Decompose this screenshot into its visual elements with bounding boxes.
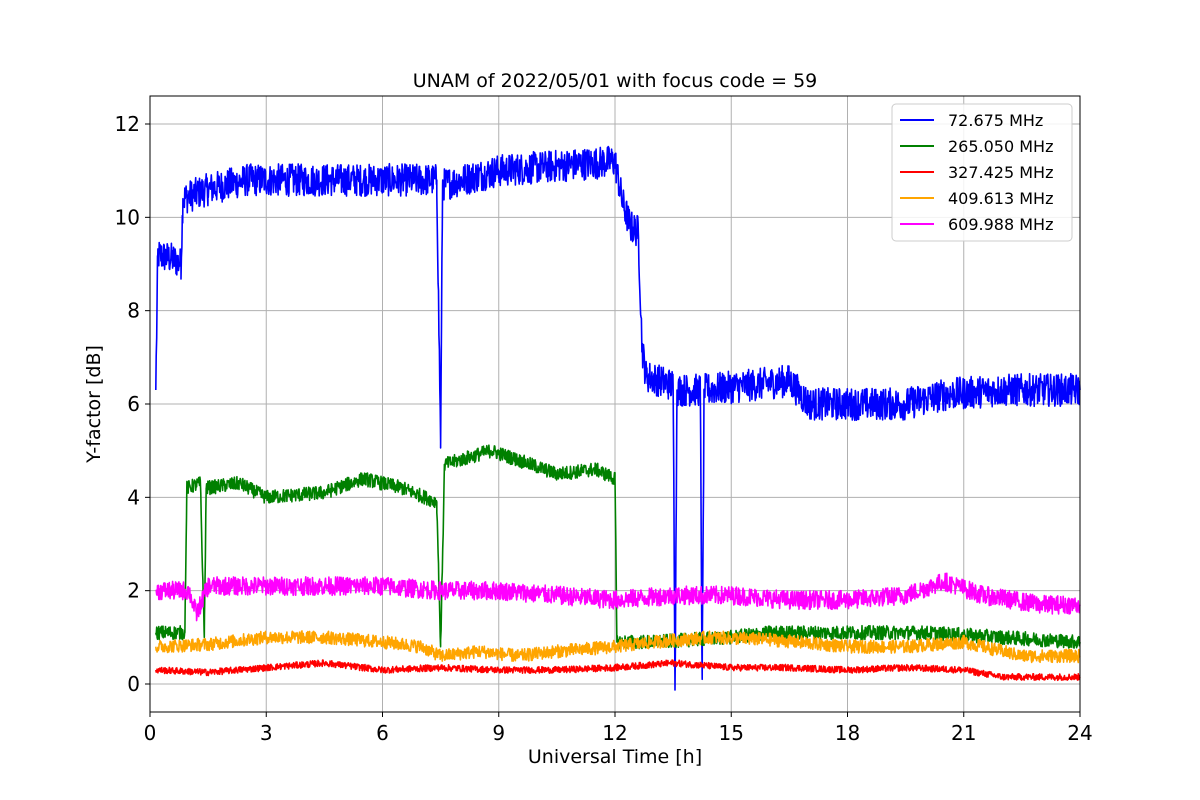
chart-title: UNAM of 2022/05/01 with focus code = 59 [413,70,818,92]
series-line [155,145,1081,691]
legend-box [891,103,1073,242]
y-axis: 0 2 4 6 8 10 12 [115,112,150,696]
x-tick-label: 18 [835,721,860,745]
series-line [155,659,1081,682]
y-tick-label: 8 [127,299,140,323]
series-layer [155,145,1081,691]
x-tick-label: 3 [260,721,273,745]
legend-entry: 609.988 MHz [948,215,1053,234]
y-tick-label: 12 [115,112,140,136]
x-tick-label: 0 [144,721,157,745]
y-tick-label: 0 [127,672,140,696]
series-line [155,630,1081,664]
x-axis-label: Universal Time [h] [528,746,702,768]
x-tick-label: 12 [602,721,627,745]
y-axis-label: Y-factor [dB] [83,345,105,464]
x-tick-label: 21 [951,721,976,745]
legend: 72.675 MHz 265.050 MHz 327.425 MHz 409.613 … [891,103,1073,242]
x-tick-label: 24 [1067,721,1092,745]
series-line [155,444,1081,650]
x-axis: 0 3 6 9 12 15 18 21 24 [144,712,1093,745]
y-tick-label: 2 [127,579,140,603]
x-tick-label: 15 [719,721,744,745]
y-tick-label: 10 [115,205,140,229]
legend-entry: 327.425 MHz [948,163,1053,182]
series-line [155,572,1081,622]
y-tick-label: 6 [127,392,140,416]
y-tick-label: 4 [127,485,140,509]
x-tick-label: 9 [492,721,505,745]
legend-entry: 409.613 MHz [948,189,1053,208]
legend-entry: 265.050 MHz [948,137,1053,156]
x-tick-label: 6 [376,721,389,745]
legend-entry: 72.675 MHz [948,111,1043,130]
